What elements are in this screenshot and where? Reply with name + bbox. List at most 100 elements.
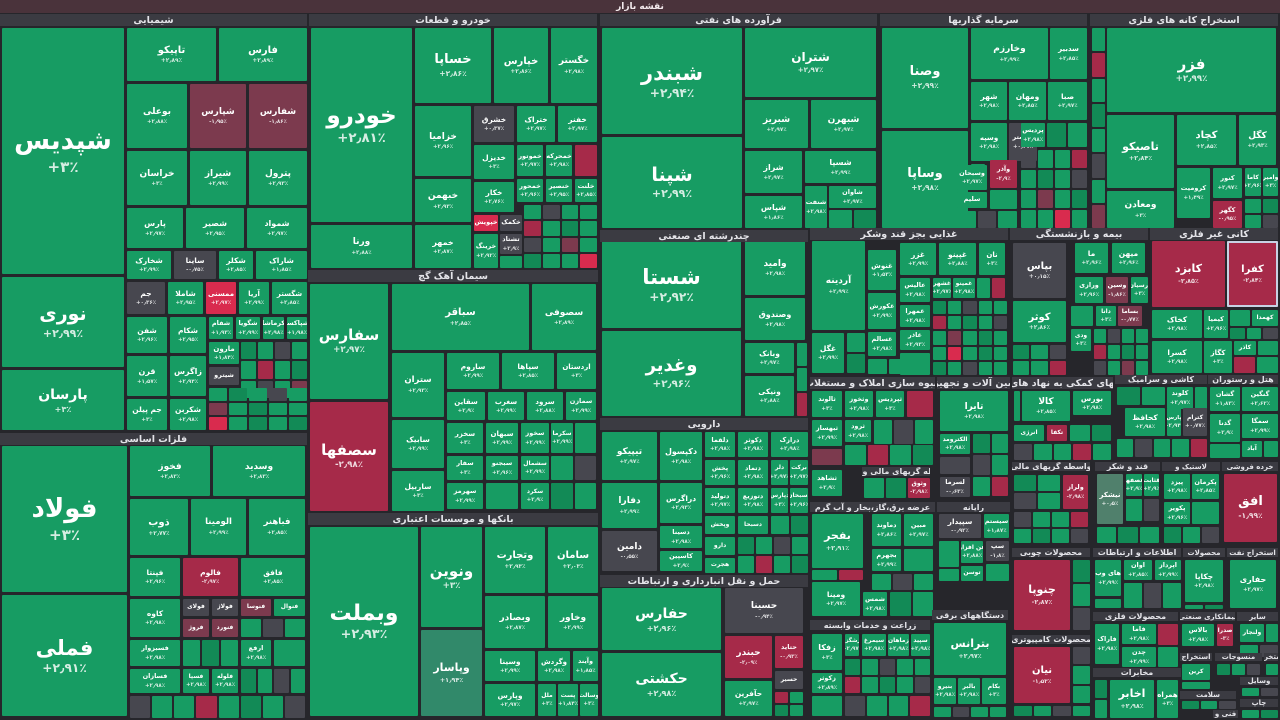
tile-small[interactable] (275, 342, 290, 360)
tile-small[interactable] (1122, 329, 1134, 343)
tile-میهن[interactable]: میهن +۲٫۹۶٪ (1112, 243, 1145, 273)
tile-small[interactable] (1242, 688, 1259, 696)
tile-فروژ[interactable]: فروژ (183, 619, 209, 637)
tile-small[interactable] (524, 253, 541, 268)
tile-غکورش[interactable]: غکورش +۲٫۹۹٪ (868, 293, 896, 329)
tile-زشگزا[interactable]: زشگزا +۲٫۹۷٪ (845, 634, 859, 656)
tile-small[interactable] (978, 361, 992, 375)
tile-ونیکی[interactable]: ونیکی +۲٫۸۸٪ (745, 376, 794, 416)
tile-small[interactable] (196, 696, 217, 718)
tile-قصفها[interactable]: قصفها +۲٫۹٪ (1126, 474, 1142, 496)
tile-small[interactable] (991, 455, 1008, 475)
tile-small[interactable] (907, 391, 933, 417)
tile-small[interactable] (1097, 527, 1117, 543)
tile-وتجارت[interactable]: وتجارت +۲٫۹۳٪ (485, 527, 545, 593)
tile-small[interactable] (845, 677, 861, 693)
tile-ثالوند[interactable]: ثالوند +۳٪ (812, 391, 842, 417)
tile-شپارس[interactable]: شپارس -۱٫۹۵٪ (190, 84, 246, 148)
tile-برکت[interactable]: برکت+۲٫۹۷٪ (790, 460, 808, 485)
tile-small[interactable] (879, 659, 896, 675)
tile-small[interactable] (874, 420, 893, 444)
tile-غپینو[interactable]: غپینو +۲٫۸۸٪ (939, 243, 976, 275)
tile-small[interactable] (792, 537, 808, 554)
tile-خساپا[interactable]: خساپا +۲٫۸۶٪ (415, 28, 491, 103)
tile-پکرمان[interactable]: پکرمان +۲٫۸۵٪ (1192, 474, 1219, 499)
tile-small[interactable] (989, 707, 1006, 717)
tile-فاراک[interactable]: فاراک +۲٫۹۸٪ (1095, 624, 1119, 664)
tile-small[interactable] (1013, 345, 1030, 359)
tile-وثوق[interactable]: وثوق -۲٫۹۸٪ (908, 478, 930, 498)
tile-small[interactable] (218, 696, 239, 718)
tile-small[interactable] (285, 619, 305, 637)
tile-small[interactable] (1071, 512, 1088, 527)
tile-خموتور[interactable]: خموتور +۲٫۹۷٪ (517, 145, 543, 176)
tile-small[interactable] (1092, 129, 1105, 153)
tile-small[interactable] (1172, 439, 1189, 457)
tile-شصیر[interactable]: شصیر +۲٫۹۵٪ (186, 208, 244, 248)
tile-بالبر[interactable]: بالبر +۲٫۹۸٪ (958, 678, 980, 704)
tile-small[interactable] (1014, 444, 1032, 460)
tile-small[interactable] (1014, 391, 1020, 421)
tile-small[interactable] (933, 316, 947, 330)
tile-small[interactable] (1136, 329, 1148, 343)
tile-small[interactable] (973, 455, 990, 475)
tile-small[interactable] (1014, 493, 1036, 509)
tile-small[interactable] (1021, 210, 1036, 228)
tile-سکرد[interactable]: سکرد +۲٫۹٪ (521, 483, 549, 509)
tile-small[interactable] (1092, 28, 1105, 52)
tile-small[interactable] (933, 361, 947, 375)
tile-زکوثر[interactable]: زکوثر +۲٫۸۹٪ (812, 673, 842, 693)
tile-small[interactable] (1232, 664, 1245, 675)
tile-سپیدار[interactable]: سپیدار -۰٫۹۲٪ (939, 514, 981, 538)
tile-small[interactable] (1047, 123, 1066, 147)
tile-تکفا[interactable]: تکفا (1047, 425, 1067, 441)
tile-small[interactable] (1072, 170, 1087, 188)
tile-small[interactable] (756, 556, 772, 573)
tile-small[interactable] (1261, 710, 1278, 718)
tile-شکربن[interactable]: شکربن +۲٫۹۸٪ (170, 399, 206, 430)
tile-small[interactable] (845, 659, 861, 675)
tile-small[interactable] (1262, 199, 1278, 213)
tile-دکپسول[interactable]: دکپسول +۲٫۹۸٪ (660, 432, 702, 480)
tile-small[interactable] (249, 417, 267, 430)
tile-ما[interactable]: ما +۲٫۹۶٪ (1075, 243, 1108, 273)
tile-small[interactable] (910, 696, 930, 716)
tile-وبملت[interactable]: وبملت +۲٫۹۳٪ (310, 527, 418, 716)
tile-small[interactable] (1073, 444, 1092, 460)
tile-سغرب[interactable]: سغرب +۲٫۹۹٪ (488, 392, 524, 420)
tile-small[interactable] (1142, 387, 1165, 405)
tile-small[interactable] (1135, 439, 1152, 457)
tile-دماوند[interactable]: دماوند +۲٫۸۶٪ (872, 514, 901, 546)
tile-ولراز[interactable]: ولراز -۲٫۹۸٪ (1063, 475, 1088, 509)
tile-small[interactable] (933, 346, 947, 360)
tile-شهر[interactable]: شهر +۲٫۹۸٪ (971, 82, 1007, 120)
tile-خزامیا[interactable]: خزامیا +۲٫۹۶٪ (415, 106, 471, 176)
tile-سبجنو[interactable]: سبجنو +۲٫۹۶٪ (486, 456, 518, 480)
tile-ارسیان[interactable]: ارسیان +۳٪ (1131, 277, 1148, 303)
tile-small[interactable] (229, 388, 247, 401)
tile-وامید[interactable]: وامید +۲٫۹۸٪ (745, 241, 805, 295)
tile-نوری[interactable]: نوری +۲٫۹۹٪ (2, 277, 124, 367)
tile-small[interactable] (973, 476, 990, 496)
tile-وصندوق[interactable]: وصندوق +۲٫۹۸٪ (745, 298, 805, 340)
tile-فنورد[interactable]: فنورد (212, 619, 238, 637)
tile-small[interactable] (1073, 666, 1090, 684)
tile-small[interactable] (202, 640, 219, 666)
tile-small[interactable] (1266, 664, 1278, 675)
tile-سفار[interactable]: سفار +۳٪ (447, 456, 483, 480)
tile-small[interactable] (993, 346, 1007, 360)
tile-small[interactable] (1033, 512, 1050, 527)
tile-small[interactable] (862, 677, 878, 693)
tile-small[interactable] (241, 342, 256, 360)
tile-پخش[interactable]: پخش +۲٫۹۶٪ (705, 460, 735, 485)
tile-سامان[interactable]: سامان +۲٫۰۳٪ (548, 527, 598, 593)
tile-small[interactable] (1164, 527, 1181, 543)
tile-small[interactable] (797, 393, 807, 416)
tile-سصوفی[interactable]: سصوفی +۲٫۸۹٪ (532, 284, 596, 350)
tile-قثابت[interactable]: قثابت +۲٫۹٪ (1144, 474, 1159, 496)
tile-small[interactable] (1038, 150, 1053, 168)
tile-خکار[interactable]: خکار +۲٫۷۶٪ (474, 182, 514, 212)
tile-small[interactable] (847, 333, 865, 352)
tile-ومینا[interactable]: ومینا +۲٫۹۷٪ (812, 582, 860, 616)
tile-small[interactable] (1108, 345, 1120, 359)
